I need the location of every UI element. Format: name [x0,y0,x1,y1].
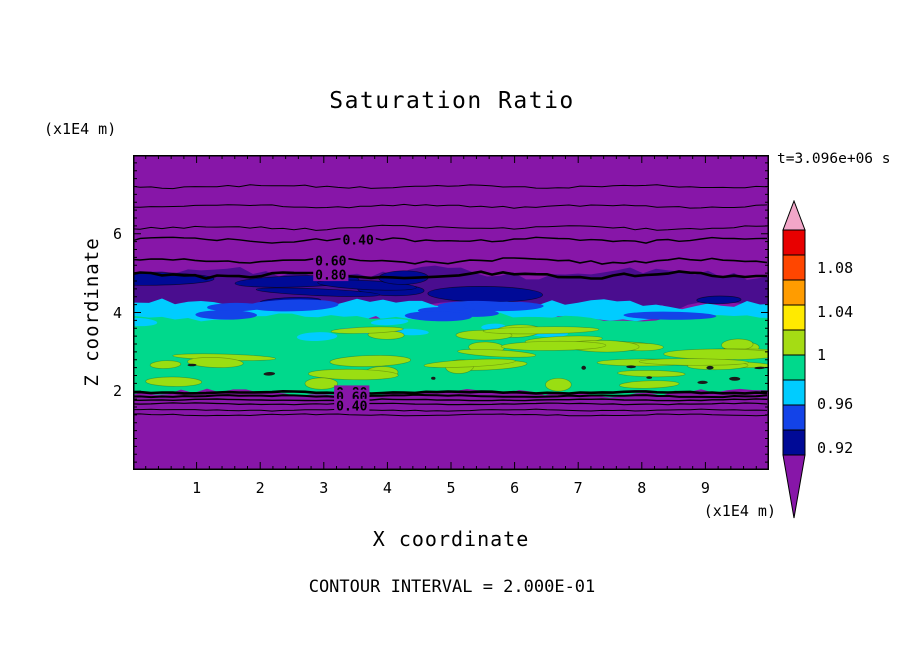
colorbar-tick-label: 0.96 [817,395,853,413]
colorbar-tick-label: 1.04 [817,303,853,321]
colorbar-tick-label: 1 [817,346,826,364]
chart-title: Saturation Ratio [329,88,575,114]
x-axis-label: X coordinate [372,527,530,551]
y-tick-label: 2 [112,382,122,401]
y-tick-label: 6 [112,224,122,243]
contour-plot: 0.400.600.800.800.600.40 [133,155,769,470]
svg-text:0.80: 0.80 [315,269,346,284]
x-tick-label: 3 [319,479,329,497]
x-tick-label: 7 [573,479,583,497]
x-tick-label: 1 [192,479,202,497]
colorbar: 1.08 1.04 1 0.96 0.92 [782,200,853,519]
x-tick-label: 2 [255,479,265,497]
x-tick-label: 8 [637,479,647,497]
svg-text:0.40: 0.40 [342,234,373,249]
x-axis-unit-label: (x1E4 m) [703,502,776,520]
y-axis-unit-label: (x1E4 m) [44,120,117,138]
svg-text:0.40: 0.40 [336,399,367,414]
y-tick-label: 4 [112,303,122,322]
colorbar-tick-label: 1.08 [817,259,853,277]
x-tick-label: 5 [446,479,456,497]
time-label: t=3.096e+06 s [777,151,891,167]
x-tick-label: 4 [382,479,392,497]
colorbar-tick-label: 0.92 [817,439,853,457]
contour-interval-note: CONTOUR INTERVAL = 2.000E-01 [308,577,596,597]
svg-text:0.60: 0.60 [315,254,346,269]
x-tick-label: 9 [700,479,710,497]
x-tick-label: 6 [510,479,520,497]
